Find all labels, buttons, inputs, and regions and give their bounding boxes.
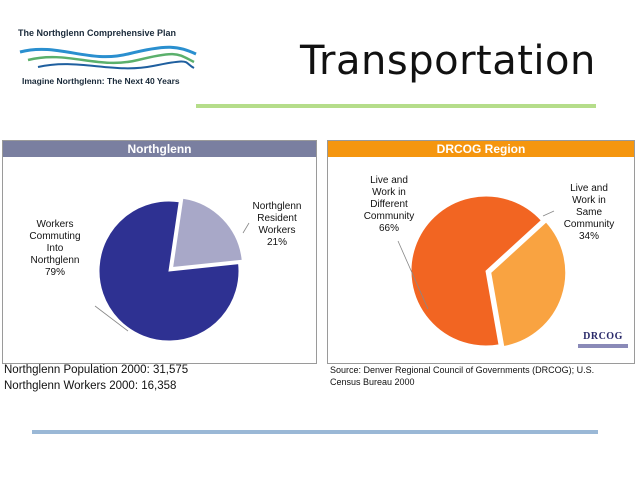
drcog-leader-line-0 xyxy=(397,240,429,310)
northglenn-pie-chart xyxy=(94,197,250,342)
plan-logo: The Northglenn Comprehensive Plan Imagin… xyxy=(18,28,198,92)
logo-swoosh-icon xyxy=(19,45,197,70)
drcog-logo: DRCOG xyxy=(578,331,628,353)
page-title: Transportation xyxy=(300,38,596,84)
logo-bottom-text: Imagine Northglenn: The Next 40 Years xyxy=(22,76,180,86)
northglenn-chart-panel: Northglenn Workers Commuting Into Northg… xyxy=(2,140,317,364)
drcog-chart-header: DRCOG Region xyxy=(328,141,634,157)
northglenn-slice-label-0: Workers Commuting Into Northglenn 79% xyxy=(29,219,81,278)
bottom-rule xyxy=(32,430,598,434)
drcog-slice-label-0: Live and Work in Different Community 66% xyxy=(363,175,415,234)
northglenn-chart-header: Northglenn xyxy=(3,141,316,157)
population-note: Northglenn Population 2000: 31,575 xyxy=(4,364,189,376)
drcog-chart-panel: DRCOG Region Live and Work in Different … xyxy=(327,140,635,364)
northglenn-slice-1 xyxy=(172,197,243,269)
drcog-slice-label-1: Live and Work in Same Community 34% xyxy=(563,183,615,242)
northglenn-leader-line-0 xyxy=(94,305,129,332)
drcog-slice-1 xyxy=(490,221,567,348)
title-rule xyxy=(196,104,596,108)
source-note: Source: Denver Regional Council of Gover… xyxy=(330,365,595,387)
northglenn-slice-label-1: Northglenn Resident Workers 21% xyxy=(252,201,302,248)
drcog-slice-0 xyxy=(410,195,543,347)
logo-top-text: The Northglenn Comprehensive Plan xyxy=(18,28,177,38)
northglenn-leader-line-1 xyxy=(242,222,250,234)
drcog-leader-line-1 xyxy=(542,210,555,217)
drcog-pie-chart xyxy=(397,195,567,348)
workers-note: Northglenn Workers 2000: 16,358 xyxy=(4,380,177,392)
northglenn-slice-0 xyxy=(98,200,240,342)
